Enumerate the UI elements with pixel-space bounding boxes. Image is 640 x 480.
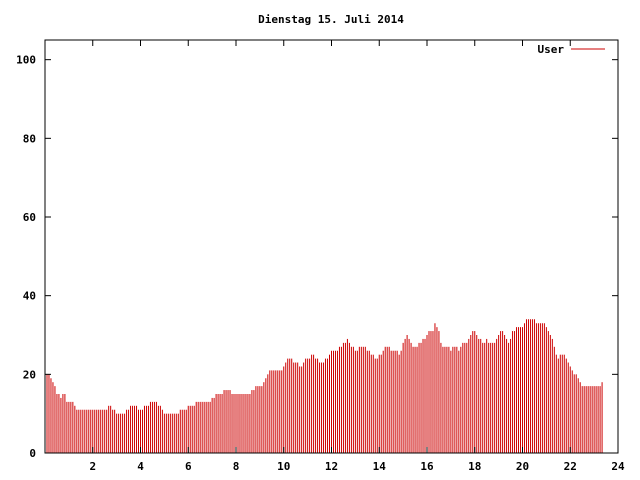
x-tick-label: 24 bbox=[611, 460, 625, 473]
x-tick-label: 22 bbox=[564, 460, 577, 473]
x-tick-label: 8 bbox=[233, 460, 240, 473]
x-tick-label: 12 bbox=[325, 460, 338, 473]
x-tick-label: 2 bbox=[89, 460, 96, 473]
chart-title: Dienstag 15. Juli 2014 bbox=[258, 13, 404, 26]
legend-label-user: User bbox=[538, 43, 565, 56]
y-tick-label: 0 bbox=[29, 447, 36, 460]
x-tick-label: 10 bbox=[277, 460, 290, 473]
x-tick-label: 6 bbox=[185, 460, 192, 473]
x-tick-label: 18 bbox=[468, 460, 481, 473]
y-tick-label: 100 bbox=[16, 54, 36, 67]
y-tick-label: 40 bbox=[23, 290, 36, 303]
x-tick-label: 16 bbox=[420, 460, 434, 473]
x-tick-label: 14 bbox=[373, 460, 387, 473]
x-tick-label: 4 bbox=[137, 460, 144, 473]
bar-group bbox=[44, 319, 603, 453]
y-tick-label: 80 bbox=[23, 132, 36, 145]
y-tick-label: 20 bbox=[23, 368, 36, 381]
y-tick-label: 60 bbox=[23, 211, 36, 224]
legend: User bbox=[538, 43, 605, 56]
x-tick-label: 20 bbox=[516, 460, 529, 473]
